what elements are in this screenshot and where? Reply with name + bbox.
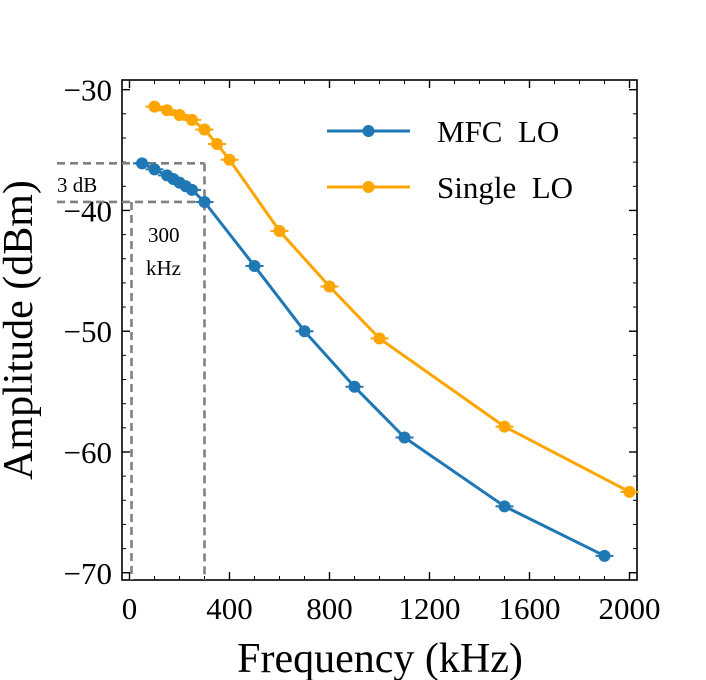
legend-label-mfc: MFC LO: [437, 114, 559, 149]
y-tick-label--50: −50: [64, 314, 112, 349]
data-point-mfc: [136, 157, 148, 170]
reference-lines: [57, 162, 206, 580]
x-axis-label: Frequency (kHz): [237, 636, 523, 680]
annotation-300: 300: [148, 223, 180, 247]
x-tick-label-1200: 1200: [399, 591, 461, 626]
y-tick-label--70: −70: [64, 556, 112, 591]
legend-label-single: Single LO: [437, 170, 573, 205]
legend-marker-mfc: [362, 125, 375, 137]
y-tick-label--40: −40: [64, 193, 112, 228]
data-point-single: [273, 224, 286, 237]
data-point-single: [173, 109, 186, 122]
data-point-single: [323, 280, 336, 293]
y-tick-label--30: −30: [64, 73, 112, 108]
data-point-single: [161, 104, 173, 117]
x-tick-label-1600: 1600: [499, 591, 561, 626]
x-tick-label-2000: 2000: [599, 591, 661, 626]
plot-area-frame: [121, 79, 638, 581]
data-point-mfc: [598, 549, 611, 562]
data-point-single: [198, 123, 211, 136]
data-point-mfc: [498, 500, 511, 513]
data-point-mfc: [348, 380, 361, 393]
annotation-3db: 3 dB: [57, 173, 97, 197]
series-line-mfc: [141, 161, 606, 558]
y-axis-label: Amplitude (dBm): [0, 180, 42, 480]
data-point-single: [623, 485, 636, 498]
data-point-single: [211, 138, 223, 151]
x-tick-label-800: 800: [306, 591, 353, 626]
data-point-single: [498, 420, 511, 433]
data-point-mfc: [398, 431, 411, 444]
data-point-mfc: [298, 325, 311, 338]
data-point-single: [186, 113, 198, 126]
legend-marker-single: [362, 181, 375, 193]
data-point-mfc: [186, 183, 198, 196]
x-tick-label-0: 0: [122, 591, 138, 626]
data-point-single: [373, 332, 386, 345]
series-layer: [133, 100, 639, 562]
axis-ticks: 0 400 800 1200 1600 2000 −30 −40 −50 −60 −70: [64, 73, 661, 626]
y-tick-label--60: −60: [64, 435, 112, 470]
data-point-mfc: [148, 163, 161, 176]
data-point-mfc: [198, 195, 211, 208]
data-point-single: [223, 153, 236, 166]
legend: MFC LO Single LO: [327, 114, 573, 205]
data-point-mfc: [248, 259, 261, 272]
x-tick-label-400: 400: [206, 591, 253, 626]
data-point-single: [148, 100, 161, 113]
annotation-khz: kHz: [146, 256, 181, 280]
